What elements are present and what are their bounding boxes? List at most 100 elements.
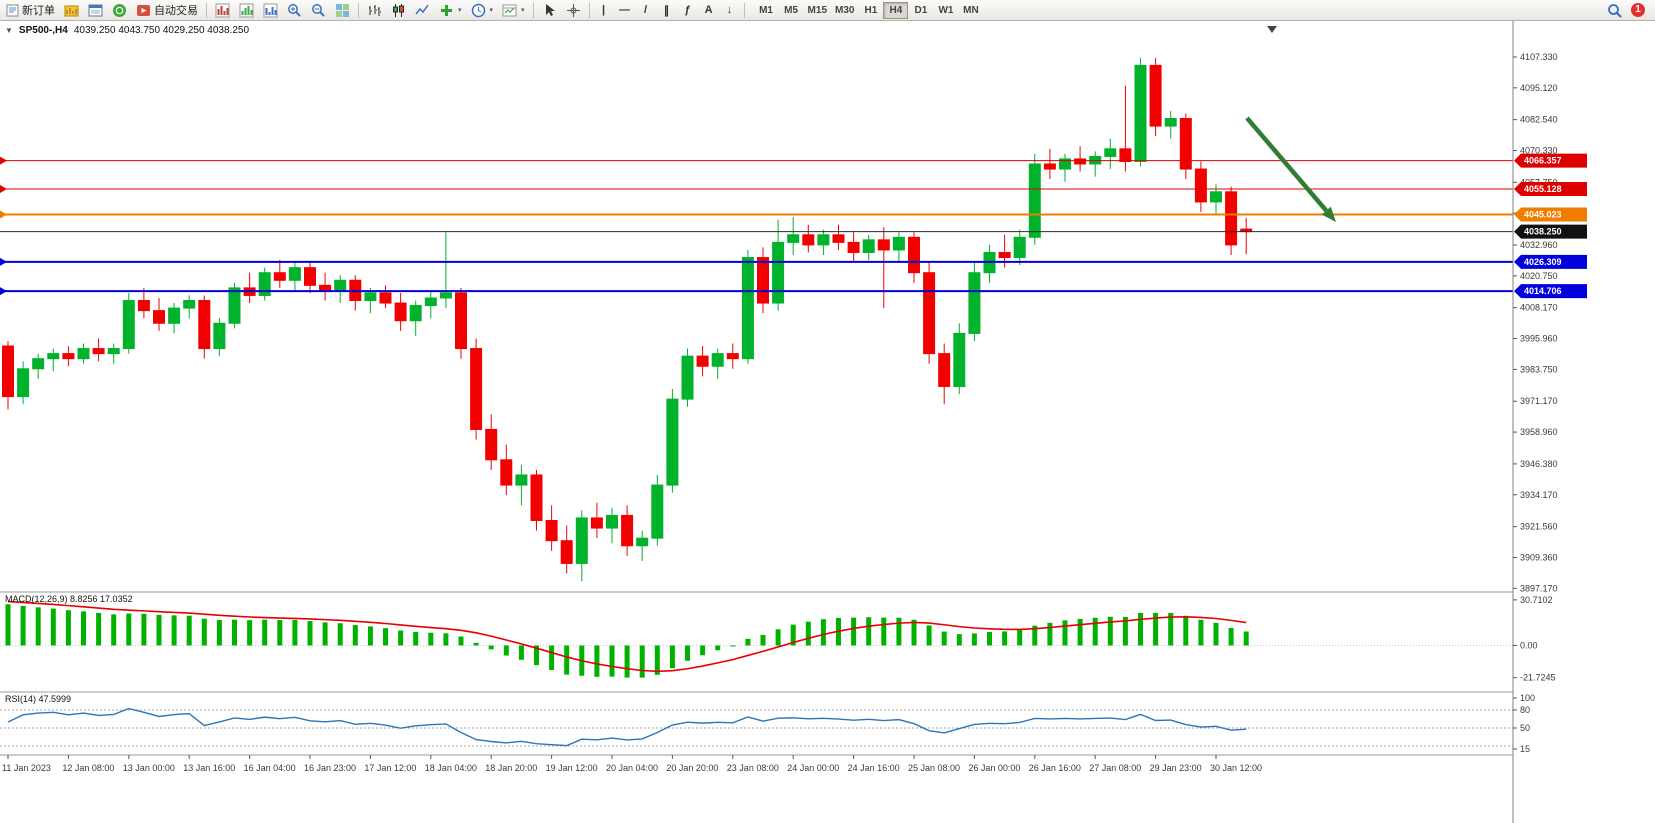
toolbar-separator (743, 2, 745, 18)
horizontal-line-icon: — (619, 4, 631, 16)
time-axis-label: 12 Jan 08:00 (62, 763, 114, 773)
channel-tool-button[interactable]: ∥ (657, 1, 677, 19)
trendline-icon: / (644, 4, 648, 16)
line-handle-icon[interactable] (0, 287, 7, 296)
price-axis-label: 3971.170 (1520, 396, 1558, 406)
price-badge-label: 4066.357 (1524, 156, 1562, 166)
arrows-tool-button[interactable]: ↓ (720, 1, 740, 19)
zoom-in-icon (287, 3, 302, 18)
time-axis-label: 13 Jan 00:00 (123, 763, 175, 773)
cursor-button[interactable] (538, 1, 561, 19)
chevron-down-icon: ▾ (489, 7, 494, 14)
periods-button[interactable]: ▾ (467, 1, 498, 19)
timeframe-button-h4[interactable]: H4 (883, 1, 909, 19)
bar-graph-red-icon (215, 3, 230, 18)
zoom-out-button[interactable] (307, 1, 330, 19)
data-window-button[interactable] (259, 1, 282, 19)
line-handle-icon[interactable] (0, 257, 7, 266)
rsi-panel-layer (0, 707, 1513, 747)
bar-graph-green-icon (239, 3, 254, 18)
macd-label: MACD(12,26,9) 8.8256 17.0352 (5, 594, 133, 604)
hline-tool-button[interactable]: — (615, 1, 635, 19)
trendline-tool-button[interactable]: / (636, 1, 656, 19)
crosshair-icon (566, 3, 581, 18)
chart-ohlc-values: 4039.250 4043.750 4029.250 4038.250 (73, 25, 250, 36)
crosshair-button[interactable] (562, 1, 585, 19)
time-axis-label: 24 Jan 00:00 (787, 763, 839, 773)
templates-button[interactable]: ▾ (498, 1, 529, 19)
collapse-icon[interactable]: ▼ (5, 26, 13, 35)
chart-shift-marker[interactable] (1267, 26, 1277, 33)
new-order-label: 新订单 (22, 5, 55, 17)
timeframe-button-m15[interactable]: M15 (804, 2, 831, 19)
search-icon (1607, 3, 1622, 18)
time-axis[interactable]: 11 Jan 2023 12 Jan 08:00 13 Jan 00:00 13 Ja… (2, 755, 1262, 773)
toolbar-separator (532, 2, 534, 18)
chart-list-button[interactable] (235, 1, 258, 19)
timeframe-button-w1[interactable]: W1 (933, 2, 958, 19)
chart-template-icon (502, 3, 517, 18)
trend-arrow-annotation[interactable] (1245, 116, 1336, 222)
rsi-label: RSI(14) 47.5999 (5, 694, 72, 704)
vline-tool-button[interactable]: | (594, 1, 614, 19)
rsi-axis-label: 15 (1520, 744, 1530, 754)
price-axis-label: 3995.960 (1520, 334, 1558, 344)
price-axis-label: 4082.540 (1520, 115, 1558, 125)
timeframe-button-m5[interactable]: M5 (779, 2, 804, 19)
timeframe-button-h1[interactable]: H1 (858, 2, 883, 19)
time-axis-label: 11 Jan 2023 (2, 763, 51, 773)
line-handle-icon[interactable] (0, 156, 7, 165)
search-button[interactable] (1603, 1, 1626, 19)
price-axis-label: 3921.560 (1520, 522, 1558, 532)
timeframe-button-mn[interactable]: MN (958, 2, 983, 19)
channel-icon: ∥ (663, 4, 670, 17)
community-button[interactable] (108, 1, 131, 19)
line-chart-type-button[interactable] (411, 1, 434, 19)
timeframe-button-m30[interactable]: M30 (831, 2, 858, 19)
text-tool-button[interactable]: A (699, 1, 719, 19)
horizontal-price-lines[interactable] (0, 156, 1513, 296)
price-axis-label: 4032.960 (1520, 240, 1558, 250)
auto-trading-button[interactable]: 自动交易 (132, 1, 202, 19)
new-order-button[interactable]: 新订单 (2, 1, 59, 19)
price-badge (1514, 181, 1587, 196)
add-indicator-icon (439, 3, 454, 18)
price-axis-label: 3897.170 (1520, 583, 1558, 593)
notification-badge[interactable]: 1 (1631, 3, 1645, 17)
chart-title: ▼ SP500-,H4 4039.250 4043.750 4029.250 4… (5, 25, 249, 36)
line-handle-icon[interactable] (0, 210, 7, 219)
time-axis-label: 24 Jan 16:00 (848, 763, 900, 773)
market-watch-button[interactable] (84, 1, 107, 19)
profiles-button[interactable] (60, 1, 83, 19)
line-chart-icon (415, 3, 430, 18)
fibonacci-tool-button[interactable]: ƒ (678, 1, 698, 19)
bar-chart-type-button[interactable] (363, 1, 386, 19)
time-axis-label: 23 Jan 08:00 (727, 763, 779, 773)
timeframe-button-d1[interactable]: D1 (908, 2, 933, 19)
time-axis-label: 30 Jan 12:00 (1210, 763, 1262, 773)
candle-chart-type-button[interactable] (387, 1, 410, 19)
new-order-icon (6, 4, 19, 17)
candles-layer (2, 57, 1253, 582)
indicators-button[interactable]: ▾ (435, 1, 466, 19)
zoom-in-button[interactable] (283, 1, 306, 19)
time-axis-label: 19 Jan 12:00 (546, 763, 598, 773)
toolbar-separator (206, 2, 207, 18)
rsi-axis-label: 80 (1520, 705, 1530, 715)
price-axis-label: 3958.960 (1520, 427, 1558, 437)
price-axis-label: 4020.750 (1520, 271, 1558, 281)
price-axis-label: 3934.170 (1520, 490, 1558, 500)
new-chart-button[interactable] (211, 1, 234, 19)
timeframe-button-m1[interactable]: M1 (754, 2, 779, 19)
cursor-icon (542, 3, 557, 18)
line-handle-icon[interactable] (0, 184, 7, 193)
chart-symbol-period: SP500-,H4 (18, 25, 68, 36)
time-axis-label: 18 Jan 04:00 (425, 763, 477, 773)
time-axis-label: 18 Jan 20:00 (485, 763, 537, 773)
chart-canvas[interactable]: 4107.3304095.1204082.5404070.3304057.750… (0, 20, 1655, 823)
vertical-line-icon: | (602, 4, 606, 16)
price-axis[interactable]: 4107.3304095.1204082.5404070.3304057.750… (1512, 20, 1655, 823)
tile-windows-button[interactable] (331, 1, 354, 19)
price-badge (1514, 153, 1587, 168)
